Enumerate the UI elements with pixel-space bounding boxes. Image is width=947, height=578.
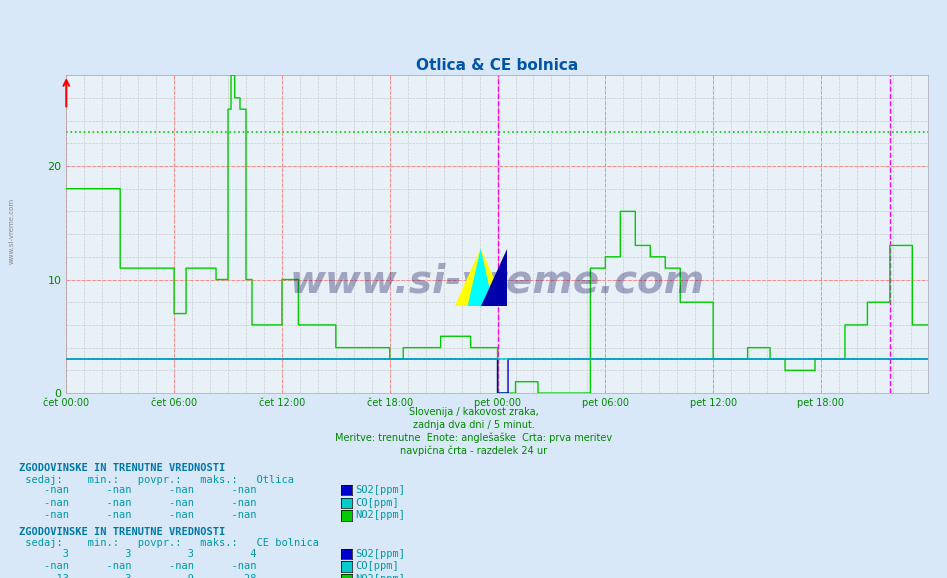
- Text: -nan      -nan      -nan      -nan: -nan -nan -nan -nan: [19, 510, 257, 520]
- Text: NO2[ppm]: NO2[ppm]: [355, 574, 405, 578]
- Title: Otlica & CE bolnica: Otlica & CE bolnica: [416, 58, 579, 73]
- Text: Meritve: trenutne  Enote: anglešaške  Crta: prva meritev: Meritve: trenutne Enote: anglešaške Crta…: [335, 433, 612, 443]
- Text: www.si-vreme.com: www.si-vreme.com: [9, 198, 14, 264]
- Text: -nan      -nan      -nan      -nan: -nan -nan -nan -nan: [19, 561, 257, 571]
- Text: www.si-vreme.com: www.si-vreme.com: [290, 263, 705, 301]
- Text: -nan      -nan      -nan      -nan: -nan -nan -nan -nan: [19, 498, 257, 507]
- Text: CO[ppm]: CO[ppm]: [355, 561, 399, 571]
- Text: SO2[ppm]: SO2[ppm]: [355, 549, 405, 558]
- Text: sedaj:    min.:   povpr.:   maks.:   CE bolnica: sedaj: min.: povpr.: maks.: CE bolnica: [19, 538, 319, 548]
- Text: zadnja dva dni / 5 minut.: zadnja dva dni / 5 minut.: [413, 420, 534, 430]
- Polygon shape: [468, 249, 493, 306]
- Text: ZGODOVINSKE IN TRENUTNE VREDNOSTI: ZGODOVINSKE IN TRENUTNE VREDNOSTI: [19, 527, 225, 536]
- Text: SO2[ppm]: SO2[ppm]: [355, 485, 405, 495]
- Text: Slovenija / kakovost zraka,: Slovenija / kakovost zraka,: [408, 407, 539, 417]
- Text: NO2[ppm]: NO2[ppm]: [355, 510, 405, 520]
- Text: sedaj:    min.:   povpr.:   maks.:   Otlica: sedaj: min.: povpr.: maks.: Otlica: [19, 475, 294, 484]
- Text: navpična črta - razdelek 24 ur: navpična črta - razdelek 24 ur: [400, 446, 547, 456]
- Text: 3         3         3         4: 3 3 3 4: [19, 549, 257, 558]
- Text: CO[ppm]: CO[ppm]: [355, 498, 399, 507]
- Text: -nan      -nan      -nan      -nan: -nan -nan -nan -nan: [19, 485, 257, 495]
- Text: 13         3         9        28: 13 3 9 28: [19, 574, 257, 578]
- Text: ZGODOVINSKE IN TRENUTNE VREDNOSTI: ZGODOVINSKE IN TRENUTNE VREDNOSTI: [19, 463, 225, 473]
- Polygon shape: [455, 249, 507, 306]
- Polygon shape: [481, 249, 507, 306]
